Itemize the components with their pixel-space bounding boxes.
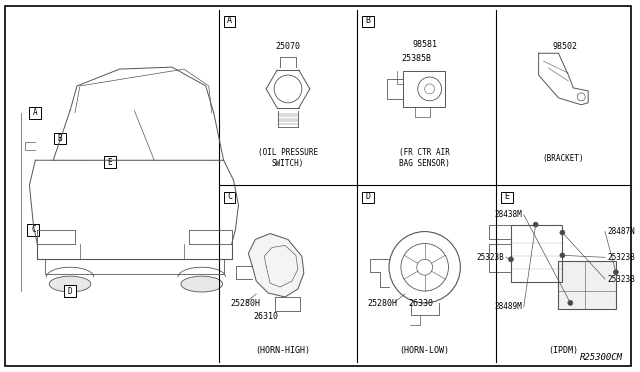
Text: 25070: 25070 (275, 42, 301, 51)
Ellipse shape (181, 276, 223, 292)
Bar (511, 225, 563, 282)
Text: E: E (504, 192, 509, 201)
Bar (362, 16, 374, 26)
Text: 98581: 98581 (412, 40, 437, 49)
Text: SWITCH): SWITCH) (272, 159, 304, 168)
Text: 28489M: 28489M (494, 302, 522, 311)
Text: (HORN-HIGH): (HORN-HIGH) (255, 346, 310, 355)
Text: 98502: 98502 (553, 42, 578, 51)
Text: 25280H: 25280H (367, 299, 397, 308)
Bar (223, 192, 236, 203)
Circle shape (533, 222, 538, 227)
Bar (403, 71, 445, 107)
Text: 25280H: 25280H (230, 299, 260, 308)
Text: 25323B: 25323B (476, 253, 504, 262)
Text: 25385B: 25385B (402, 54, 432, 63)
Text: A: A (33, 108, 38, 117)
Text: B: B (365, 16, 371, 25)
Bar (64, 285, 76, 297)
Text: 26330: 26330 (409, 299, 434, 308)
Circle shape (560, 253, 565, 258)
Text: BAG SENSOR): BAG SENSOR) (399, 159, 450, 168)
Circle shape (560, 230, 565, 235)
Bar (223, 16, 236, 26)
Text: D: D (68, 286, 72, 295)
Circle shape (568, 301, 573, 305)
Bar (387, 79, 403, 99)
Text: (FR CTR AIR: (FR CTR AIR (399, 148, 450, 157)
Text: 25323B: 25323B (607, 253, 635, 262)
Text: A: A (227, 16, 232, 25)
Bar (104, 156, 116, 168)
Text: (IPDM): (IPDM) (548, 346, 579, 355)
Circle shape (508, 257, 513, 262)
Text: 28487N: 28487N (607, 227, 635, 236)
Bar (28, 224, 39, 235)
Text: D: D (365, 192, 371, 201)
Bar (54, 132, 66, 144)
Ellipse shape (49, 276, 91, 292)
Text: C: C (227, 192, 232, 201)
Text: C: C (31, 225, 36, 234)
Text: 28438M: 28438M (494, 210, 522, 219)
Bar (489, 225, 511, 240)
Text: (HORN-LOW): (HORN-LOW) (400, 346, 450, 355)
Text: B: B (58, 134, 63, 143)
Bar (489, 244, 511, 272)
Text: (BRACKET): (BRACKET) (543, 154, 584, 163)
Circle shape (613, 270, 618, 275)
Text: R25300CM: R25300CM (580, 353, 623, 362)
Bar (559, 261, 616, 309)
Polygon shape (248, 234, 304, 297)
Text: 25323B: 25323B (607, 275, 635, 283)
Text: (OIL PRESSURE: (OIL PRESSURE (258, 148, 318, 157)
Bar (501, 192, 513, 203)
Bar (362, 192, 374, 203)
Bar (29, 107, 42, 119)
Text: E: E (108, 158, 112, 167)
Text: 26310: 26310 (253, 312, 278, 321)
